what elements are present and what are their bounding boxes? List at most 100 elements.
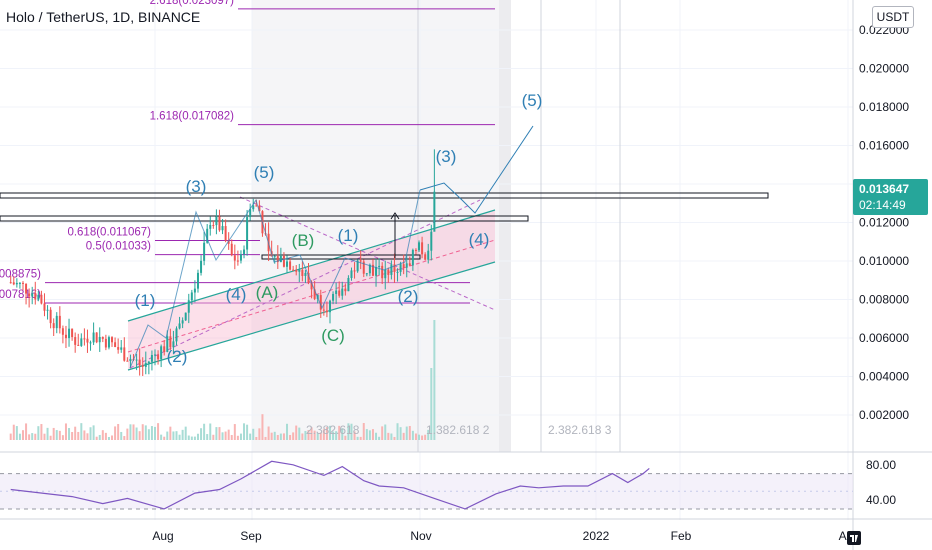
candle-body xyxy=(83,338,86,340)
volume-bar xyxy=(384,424,387,440)
volume-bar xyxy=(414,433,417,440)
volume-bar xyxy=(270,432,273,440)
candle-body xyxy=(396,271,399,273)
wave-label: (3) xyxy=(186,177,207,196)
candle-body xyxy=(178,323,181,329)
volume-bar xyxy=(101,430,104,440)
candle-body xyxy=(286,261,289,267)
volume-bar xyxy=(418,434,421,440)
time-tick-label: 2022 xyxy=(583,529,610,543)
time-fib-label: 1.382.618 2 xyxy=(426,423,490,437)
candle-body xyxy=(224,226,227,241)
candle-body xyxy=(273,256,276,258)
candle-body xyxy=(399,264,402,272)
volume-bar xyxy=(178,434,181,440)
volume-bar xyxy=(200,428,203,440)
volume-bar xyxy=(117,423,120,440)
candle-body xyxy=(230,243,233,256)
candle-body xyxy=(390,264,393,275)
volume-bar xyxy=(209,423,212,440)
volume-bar xyxy=(249,433,252,440)
volume-bar xyxy=(203,423,206,440)
price-tick-label: 0.018000 xyxy=(859,100,909,114)
candle-body xyxy=(353,270,356,272)
candle-body xyxy=(25,283,28,294)
candle-body xyxy=(126,360,129,362)
candle-body xyxy=(411,249,414,266)
volume-bar xyxy=(338,425,341,440)
candle-body xyxy=(58,315,61,329)
volume-bar xyxy=(322,429,325,440)
volume-bar xyxy=(344,435,347,440)
wave-labels: (1) (2) (3) (4) (5) (A) (B) (C) (1) (2) (3) (4) (5) xyxy=(135,91,543,366)
candle-body xyxy=(12,282,15,285)
volume-bar xyxy=(378,436,381,440)
candle-body xyxy=(92,332,95,343)
candle-body xyxy=(86,338,89,343)
volume-bar xyxy=(52,427,55,440)
fib-level-label: 0.5(0.01033) xyxy=(86,241,151,253)
volume-bar xyxy=(273,431,276,440)
currency-button[interactable]: USDT xyxy=(872,6,914,28)
volume-bar xyxy=(261,414,264,440)
candle-body xyxy=(322,309,325,311)
volume-bar xyxy=(319,432,322,440)
volume-bar xyxy=(255,436,258,440)
resistance-box xyxy=(261,254,421,260)
candle-body xyxy=(89,342,92,344)
candle-body xyxy=(206,228,209,243)
candle-body xyxy=(387,269,390,275)
wave-label: (C) xyxy=(321,326,345,345)
rsi-tick-label: 80.00 xyxy=(866,458,896,472)
volume-bar xyxy=(86,433,89,440)
candle-body xyxy=(181,320,184,324)
volume-bar xyxy=(58,430,61,440)
volume-bar xyxy=(92,425,95,440)
candle-body xyxy=(200,260,203,273)
candle-body xyxy=(31,293,34,297)
volume-bar xyxy=(89,427,92,440)
candle-body xyxy=(154,354,156,356)
volume-bar xyxy=(12,424,15,440)
price-tick-label: 0.020000 xyxy=(859,62,909,76)
candle-body xyxy=(184,312,187,321)
volume-bar xyxy=(138,431,141,440)
resistance-box xyxy=(0,215,529,222)
price-tick-label: 0.016000 xyxy=(859,139,909,153)
candle-body xyxy=(95,332,98,343)
price-axis: 0.002000 0.004000 0.006000 0.008000 0.010000… xyxy=(859,23,909,507)
candle-body xyxy=(344,288,347,292)
wave-label: (2) xyxy=(167,347,188,366)
volume-bar xyxy=(227,429,230,440)
price-tick-label: 0.002000 xyxy=(859,408,909,422)
candle-body xyxy=(335,290,338,294)
target-arrow xyxy=(390,212,400,220)
candle-body xyxy=(292,269,295,271)
last-price-tag: 0.013647 02:14:49 xyxy=(853,179,928,215)
volume-bar xyxy=(135,427,138,440)
volume-bar xyxy=(365,429,368,440)
volume-bar xyxy=(157,423,160,440)
volume-bar xyxy=(172,431,175,440)
volume-bar xyxy=(107,436,110,440)
candle-body xyxy=(68,328,71,339)
candle-body xyxy=(384,269,387,279)
candle-body xyxy=(430,231,433,251)
volume-bar xyxy=(427,429,430,440)
volume-bar xyxy=(356,436,359,440)
candle-body xyxy=(61,328,64,335)
channel-bottom-line xyxy=(127,261,496,371)
candle-body xyxy=(298,269,301,272)
tradingview-logo-icon[interactable] xyxy=(847,531,861,545)
resistance-box xyxy=(0,192,769,199)
volume-bar xyxy=(95,436,98,440)
candle-body xyxy=(74,337,77,345)
volume-bar xyxy=(104,432,107,440)
volume-bar xyxy=(215,427,218,440)
candle-body xyxy=(365,273,368,275)
candle-body xyxy=(368,264,371,274)
volume-bar xyxy=(68,428,71,440)
volume-bar xyxy=(154,426,156,440)
candle-body xyxy=(49,309,52,324)
